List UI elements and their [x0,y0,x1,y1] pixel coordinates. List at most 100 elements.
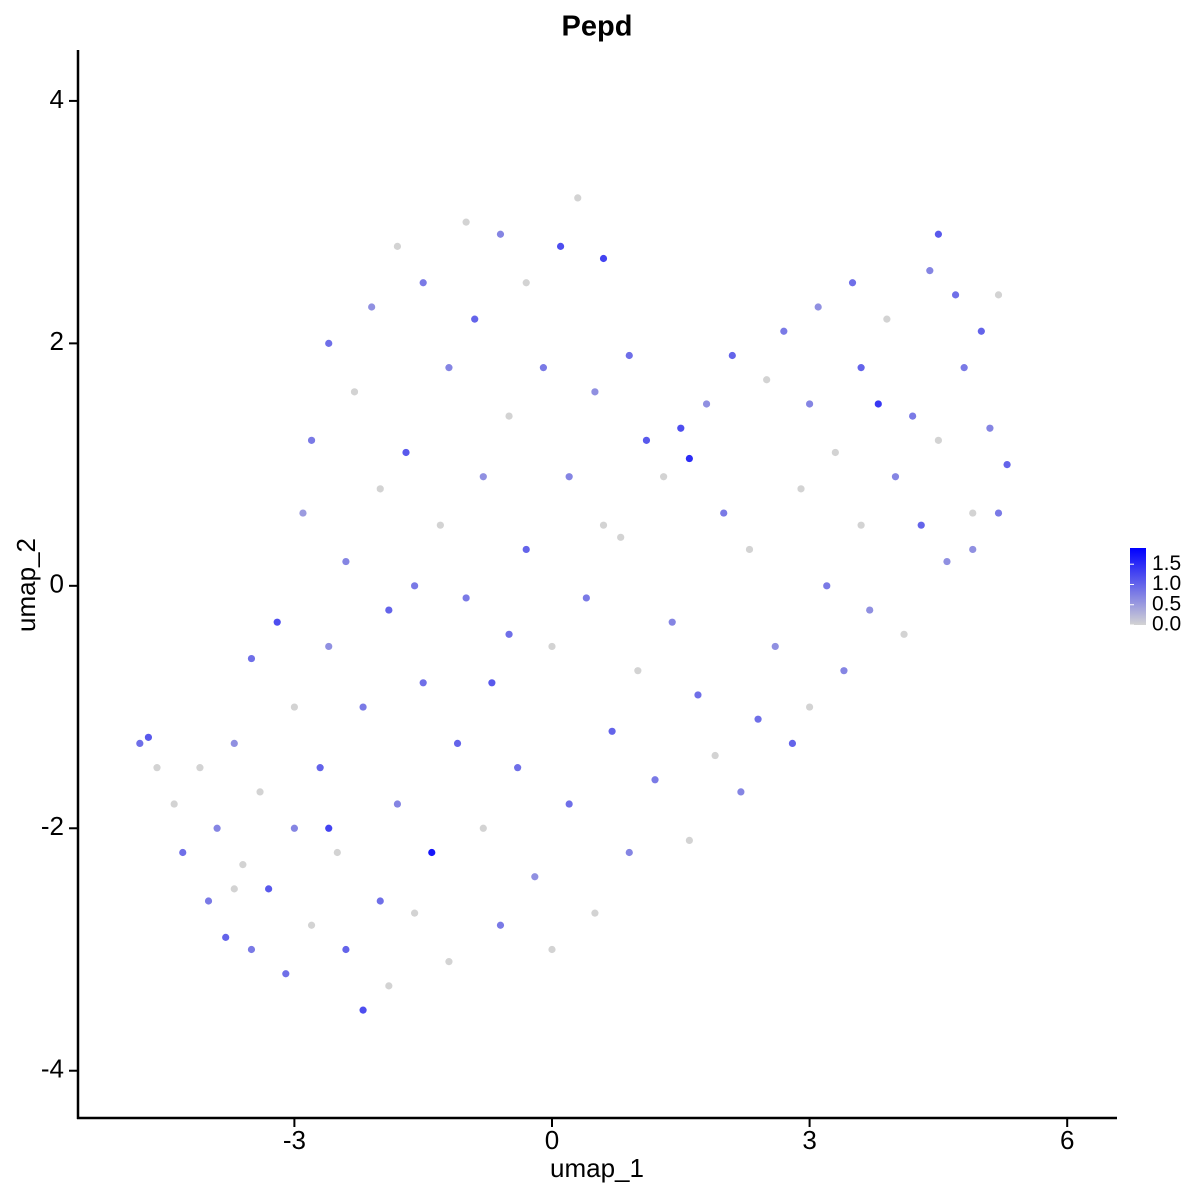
x-tick-label: 0 [545,1125,559,1155]
point [222,933,230,941]
point [780,327,788,335]
point [531,873,539,881]
point [462,594,470,602]
point [685,454,693,463]
point [479,824,487,832]
point [411,909,419,917]
point [247,654,256,663]
point [909,412,917,420]
point [634,667,642,675]
point [1003,460,1011,469]
colorbar [1130,548,1146,625]
point [505,630,513,638]
y-tick-label: 2 [50,326,64,356]
point [823,582,831,590]
point [342,945,350,954]
point [951,291,960,299]
point [651,776,659,784]
point [316,764,324,772]
point [325,824,333,832]
point [874,400,882,408]
point [256,788,264,796]
x-tick-label: 3 [802,1125,816,1155]
point [625,351,633,360]
point [436,521,444,529]
point [797,485,805,493]
point [290,703,298,711]
x-axis-label: umap_1 [550,1153,644,1183]
point [539,364,548,372]
point [565,473,573,481]
point [376,485,384,493]
point [307,921,316,929]
point [960,364,968,372]
point [848,279,857,287]
point [393,242,402,250]
point [428,848,436,857]
point [411,582,419,590]
point [419,679,427,687]
point [325,642,333,651]
point [213,824,221,832]
point [419,279,427,287]
point [376,897,384,905]
point [548,945,556,954]
point [574,194,582,202]
point [814,303,822,311]
point [582,594,590,602]
point [977,327,985,335]
point [591,388,599,396]
y-axis-label: umap_2 [11,538,41,632]
y-tick-label: -4 [41,1054,64,1084]
point [505,412,513,420]
point [599,254,608,263]
point [728,351,736,360]
point [711,751,719,760]
point [230,739,238,748]
point [668,618,676,626]
point [866,606,874,614]
point [677,424,685,432]
point [453,739,462,748]
point [926,267,934,275]
point [247,945,256,954]
point [179,848,187,857]
point [994,509,1003,517]
point [617,533,625,541]
point [471,315,479,323]
point [599,521,608,529]
colorbar-tick-label: 0.5 [1152,592,1181,615]
point [745,545,754,554]
point [694,691,702,699]
point [359,1006,367,1014]
point [445,958,453,966]
point [144,733,153,741]
point [230,885,238,893]
point [333,848,341,857]
point [642,436,651,444]
point [994,291,1003,299]
point [462,218,470,226]
point [788,739,797,748]
point [514,764,522,772]
chart-title: Pepd [562,11,633,43]
point [556,242,565,250]
point [771,642,779,651]
point [891,473,900,481]
point [153,764,161,772]
point [591,909,599,917]
point [934,230,942,238]
point [660,473,668,481]
point [385,606,393,614]
point [136,739,144,748]
point [385,982,393,990]
y-tick-label: 0 [50,569,64,599]
point [368,303,376,311]
colorbar-tick-label: 1.0 [1152,572,1181,595]
point [857,521,865,529]
point [625,848,633,857]
point [239,861,247,869]
point [548,642,556,651]
point [763,376,771,384]
point [325,339,333,347]
